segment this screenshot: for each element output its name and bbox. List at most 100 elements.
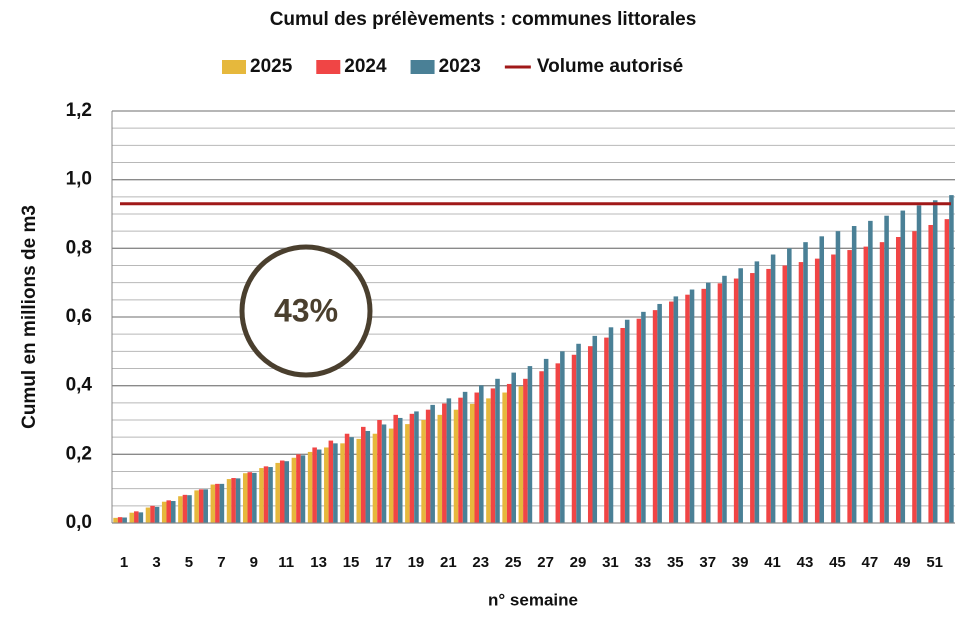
bar: [138, 512, 144, 523]
bar: [814, 258, 820, 523]
bar: [819, 236, 825, 524]
bar: [275, 462, 280, 523]
x-tick-label: 51: [926, 554, 943, 571]
bar: [571, 354, 577, 523]
bar: [361, 426, 366, 523]
bar: [263, 466, 269, 523]
legend-label: Volume autorisé: [537, 56, 683, 77]
bar: [268, 467, 273, 523]
bar: [324, 447, 329, 523]
bar: [279, 460, 285, 523]
bar: [701, 288, 706, 523]
bar: [770, 254, 776, 523]
bar: [381, 424, 387, 523]
bar: [453, 409, 459, 523]
bar: [949, 195, 954, 523]
bar: [235, 478, 241, 523]
chart-title: Cumul des prélèvements : communes littor…: [270, 9, 697, 30]
bar: [636, 318, 642, 523]
bar: [506, 383, 512, 523]
bar: [560, 351, 565, 523]
legend-label: 2024: [344, 56, 387, 77]
bar: [868, 220, 873, 523]
y-axis-title: Cumul en millions de m3: [19, 205, 40, 429]
bar: [252, 472, 257, 523]
bar: [884, 215, 889, 523]
bar: [328, 440, 334, 523]
bar: [425, 409, 431, 523]
x-tick-label: 3: [152, 554, 160, 571]
x-axis-title: n° semaine: [488, 590, 578, 609]
x-tick-label: 23: [472, 554, 489, 571]
bar: [604, 337, 609, 523]
legend-label: 2025: [250, 56, 293, 77]
bar: [372, 433, 378, 523]
bar: [879, 242, 885, 524]
bar: [182, 494, 188, 523]
bar: [474, 392, 480, 523]
bar: [161, 501, 167, 523]
bar: [689, 289, 695, 523]
bar: [129, 512, 135, 523]
legend-label: 2023: [439, 56, 481, 77]
bar: [705, 282, 711, 523]
bar: [333, 443, 338, 523]
bar: [543, 358, 549, 523]
bar: [187, 495, 192, 523]
bar: [377, 420, 382, 523]
bar: [284, 461, 290, 523]
bar: [766, 268, 771, 523]
bar: [916, 205, 922, 523]
bar: [847, 250, 852, 524]
bar: [863, 246, 869, 523]
bar: [831, 254, 836, 523]
bar: [446, 398, 452, 523]
bar: [430, 404, 435, 523]
bar: [117, 517, 123, 523]
bar: [405, 424, 410, 523]
bar: [409, 413, 415, 523]
bar: [154, 506, 160, 523]
bar: [210, 484, 216, 523]
bar: [624, 319, 630, 523]
bar: [291, 457, 297, 523]
bar: [231, 478, 236, 523]
x-tick-label: 17: [375, 554, 392, 571]
y-tick-label: 0,6: [66, 306, 92, 327]
bar: [219, 483, 225, 523]
annotation-circle: [239, 244, 373, 378]
x-tick-label: 29: [570, 554, 587, 571]
bar: [344, 433, 350, 523]
bar: [393, 414, 398, 523]
bar: [414, 411, 419, 523]
x-tick-label: 43: [797, 554, 814, 571]
bar: [215, 483, 220, 523]
bar: [587, 346, 593, 523]
y-tick-label: 0,0: [66, 512, 92, 533]
bar: [523, 378, 528, 523]
bar: [851, 226, 857, 523]
bar: [312, 447, 317, 523]
bar: [733, 278, 739, 523]
bar: [511, 372, 516, 523]
bar: [527, 366, 533, 523]
bar: [685, 294, 690, 523]
bar: [895, 237, 901, 523]
bar: [442, 403, 447, 523]
x-tick-label: 45: [829, 554, 846, 571]
x-tick-label: 39: [732, 554, 749, 571]
bar: [296, 454, 301, 523]
bar: [469, 403, 475, 523]
bar: [300, 455, 306, 523]
bar: [113, 517, 118, 523]
x-tick-label: 5: [185, 554, 193, 571]
bar: [421, 420, 426, 523]
bar: [178, 496, 183, 523]
bar: [437, 414, 443, 523]
bar: [340, 443, 345, 523]
bar: [932, 200, 938, 523]
bar: [555, 363, 561, 523]
x-tick-label: 35: [667, 554, 684, 571]
bar: [502, 392, 507, 523]
bar: [307, 451, 313, 523]
